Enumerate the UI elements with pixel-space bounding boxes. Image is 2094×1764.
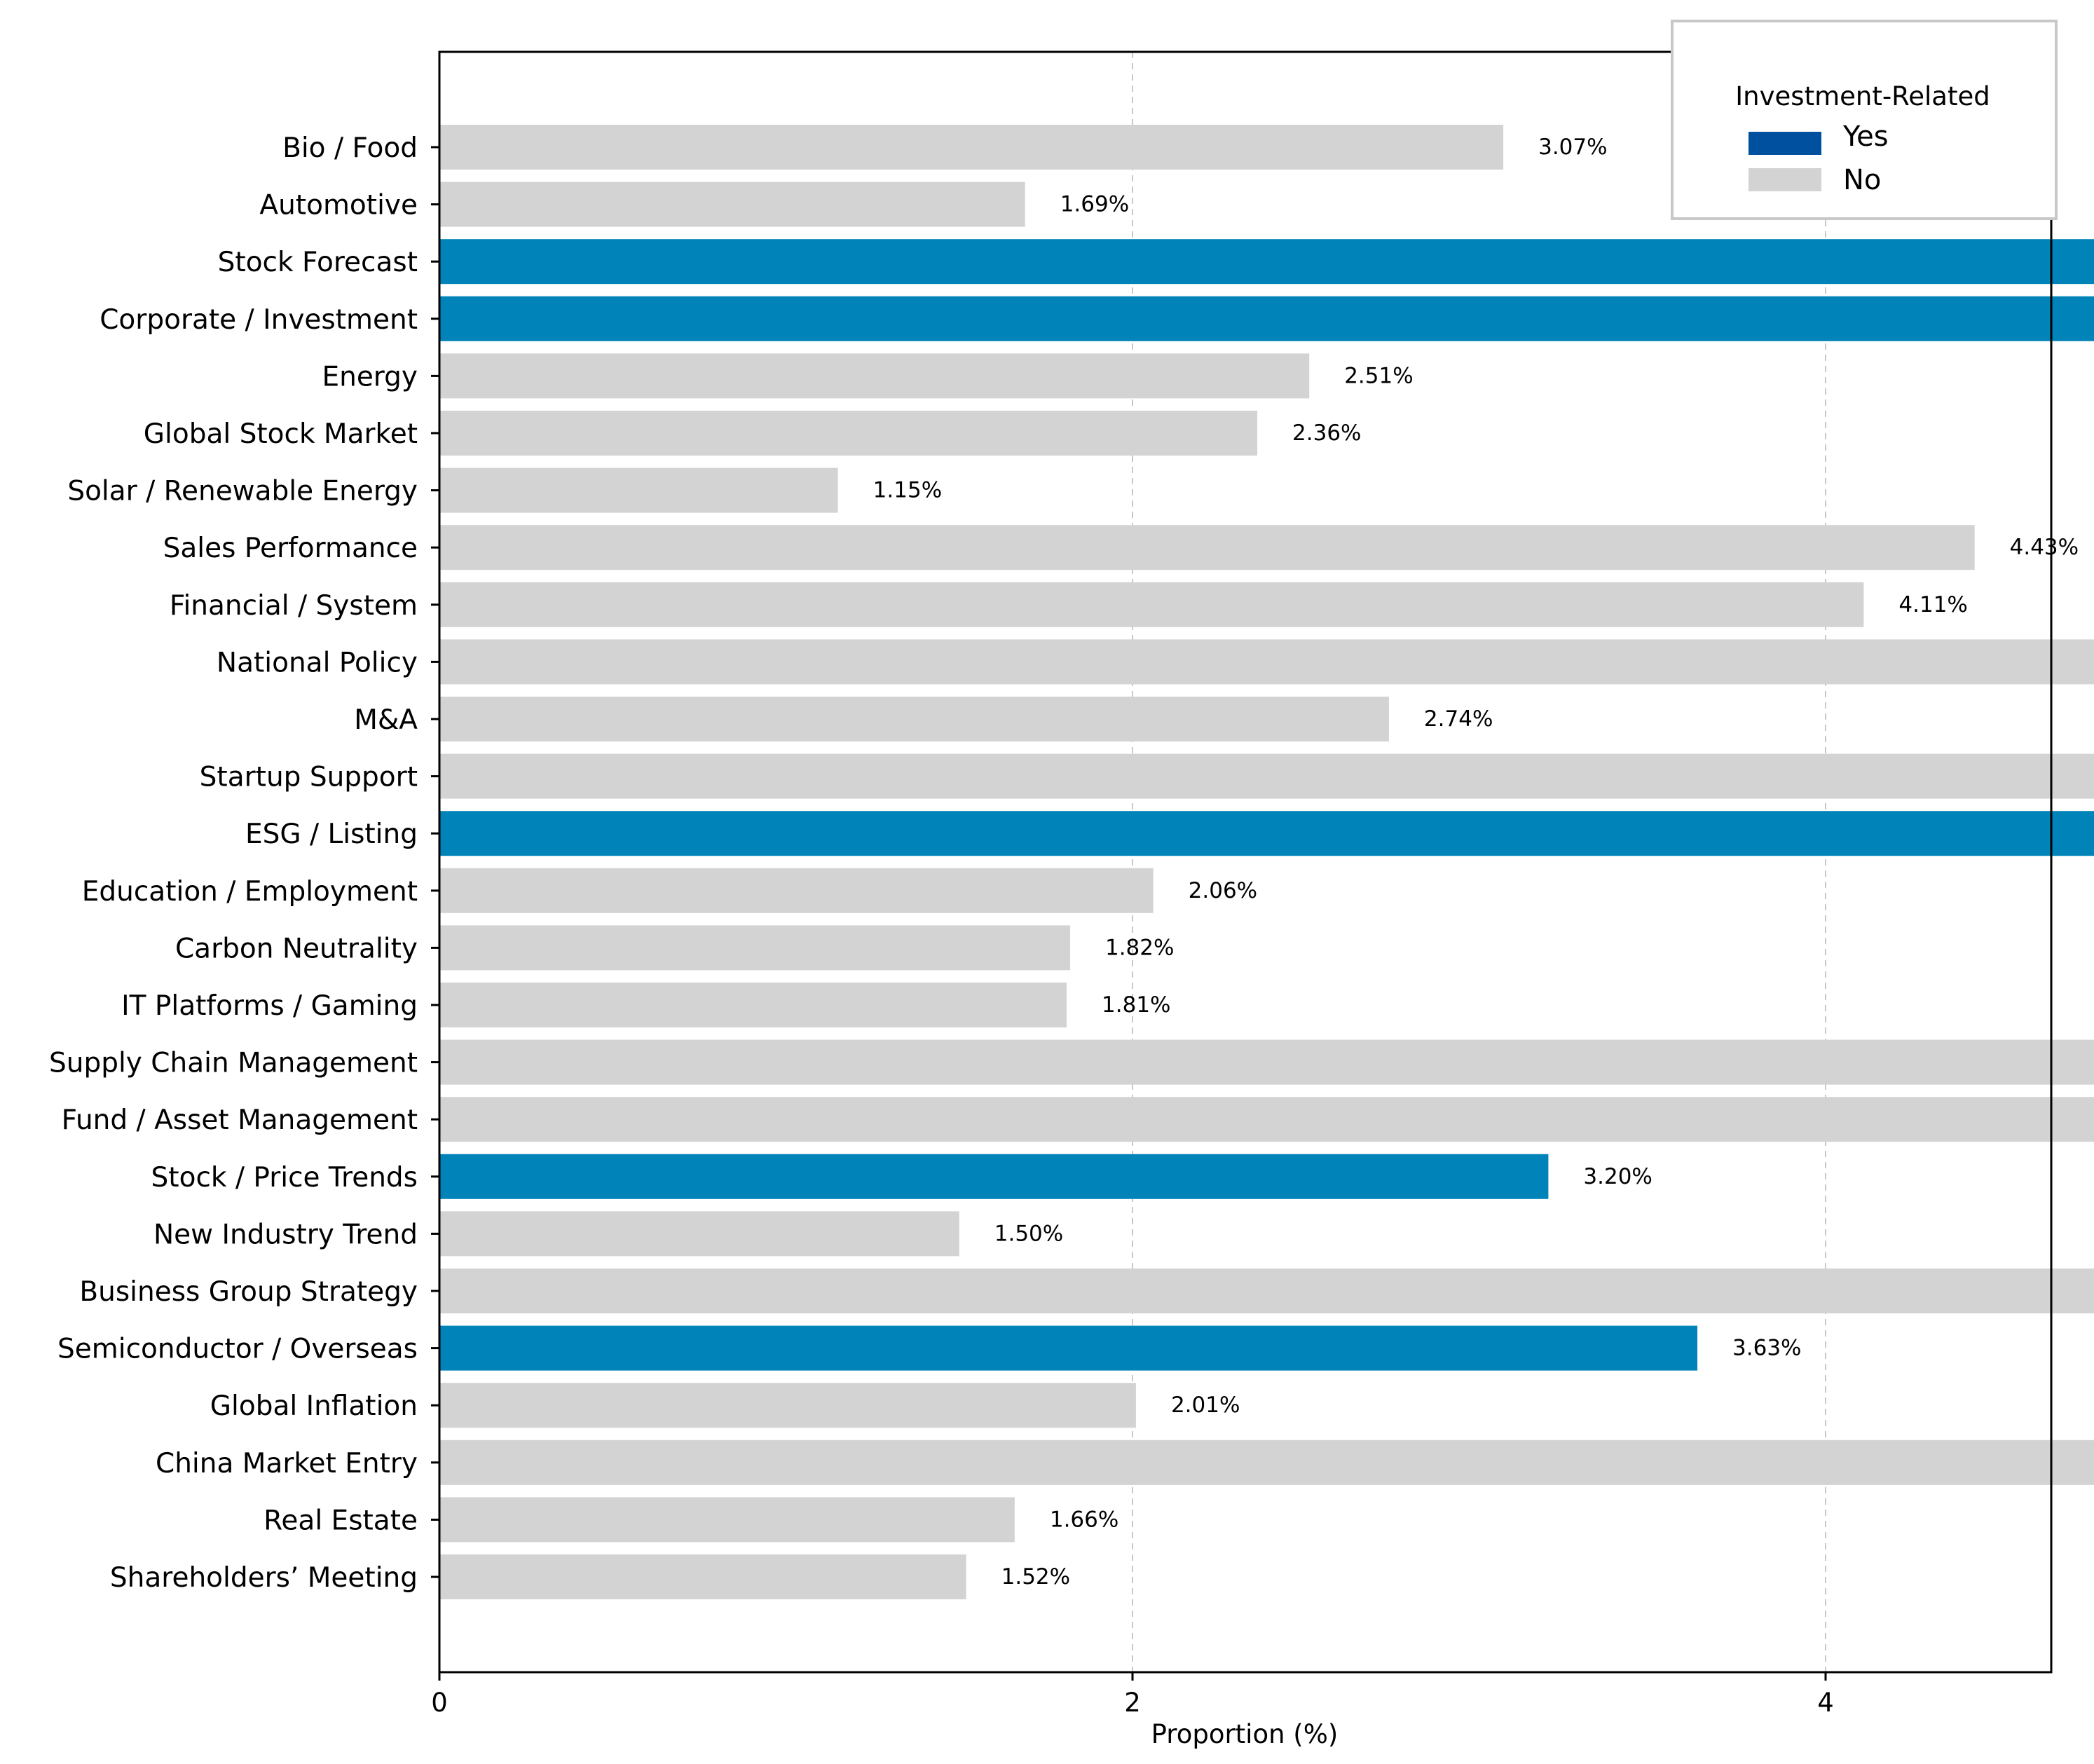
bar [440,582,1864,627]
value-label: 1.52% [1001,1564,1070,1589]
bar [440,1097,2094,1142]
value-label: 1.15% [873,478,942,503]
bar [440,182,1025,227]
category-label: M&A [354,704,418,736]
category-label: Automotive [259,190,418,221]
legend-label-no: No [1843,164,1881,196]
category-label: Shareholders’ Meeting [110,1562,418,1594]
bar [440,239,2094,285]
plot-frame [438,50,2053,1674]
value-label: 2.06% [1189,878,1257,903]
category-label: Business Group Strategy [79,1276,418,1308]
bar [440,1497,1015,1543]
category-label: Corporate / Investment [100,304,418,336]
category-label: Financial / System [170,590,418,622]
bar [440,467,838,513]
bar [440,525,1975,570]
value-label: 1.66% [1050,1507,1118,1532]
bar [440,411,1258,456]
category-label: Real Estate [264,1505,418,1536]
category-label: Solar / Renewable Energy [67,476,418,507]
bar [440,753,2094,799]
category-label: IT Platforms / Gaming [121,990,418,1022]
bar [440,1554,966,1599]
category-label: ESG / Listing [245,819,418,850]
bar [440,296,2094,341]
value-label: 4.11% [1898,592,1967,617]
value-label: 2.74% [1424,706,1493,732]
value-label: 1.50% [994,1221,1063,1246]
legend-title: Investment-Related [1735,81,1990,111]
bar [440,1211,959,1257]
bar [440,353,1310,399]
value-labels: 3.07%1.69%7.22%8.85%2.51%2.36%1.15%4.43%… [873,135,2079,1589]
bar [440,1440,2094,1485]
category-label: Energy [322,361,418,392]
category-label: Stock Forecast [218,247,418,278]
category-label: Semiconductor / Overseas [57,1334,418,1365]
x-tick-label: 0 [431,1688,448,1718]
bar [440,697,1389,741]
category-label: Education / Employment [82,876,418,908]
category-label: Supply Chain Management [49,1048,418,1079]
category-label: Sales Performance [163,533,418,564]
legend-label-yes: Yes [1842,121,1889,153]
category-label: Global Stock Market [144,418,418,450]
category-label: Carbon Neutrality [175,933,418,964]
legend-swatch-yes [1749,132,1821,155]
category-labels: Bio / Food Automotive Stock Forecast Corpor… [49,132,418,1594]
x-axis-title: Proportion (%) [1151,1719,1339,1749]
category-label: Startup Support [200,762,418,793]
category-label: Global Inflation [210,1390,418,1422]
bar [440,639,2094,685]
legend-box [1671,20,2058,220]
axis-ticks: 02468 [431,146,1834,1718]
category-label: Fund / Asset Management [62,1105,418,1136]
value-label: 2.36% [1292,421,1361,446]
category-label: National Policy [217,647,418,678]
bar [440,811,2094,856]
legend-swatch-no [1749,168,1821,191]
value-label: 4.43% [2010,535,2079,560]
value-label: 2.51% [1344,363,1413,388]
category-label: Stock / Price Trends [151,1162,418,1194]
bar [440,125,1504,170]
x-tick-label: 2 [1124,1688,1141,1718]
value-label: 1.82% [1105,935,1174,960]
value-label: 2.01% [1171,1393,1240,1418]
value-label: 1.69% [1060,192,1129,217]
bar [440,1383,1136,1428]
bar [440,983,1067,1027]
bars [440,125,2094,1599]
bar [440,925,1070,971]
bar [440,1154,1549,1199]
category-label: Bio / Food [282,132,418,164]
bar [440,1039,2094,1085]
category-label: New Industry Trend [153,1219,418,1250]
category-label: China Market Entry [156,1448,418,1479]
x-tick-label: 4 [1817,1688,1834,1718]
bar [440,1325,1698,1371]
bar [440,868,1154,913]
value-label: 1.81% [1102,992,1170,1018]
bar [440,1269,2094,1313]
value-label: 3.20% [1583,1164,1652,1189]
value-label: 3.07% [1538,135,1607,160]
legend: Investment-Related Yes No [1671,20,2058,220]
gridlines [1132,52,1826,1672]
value-label: 3.63% [1732,1336,1801,1361]
